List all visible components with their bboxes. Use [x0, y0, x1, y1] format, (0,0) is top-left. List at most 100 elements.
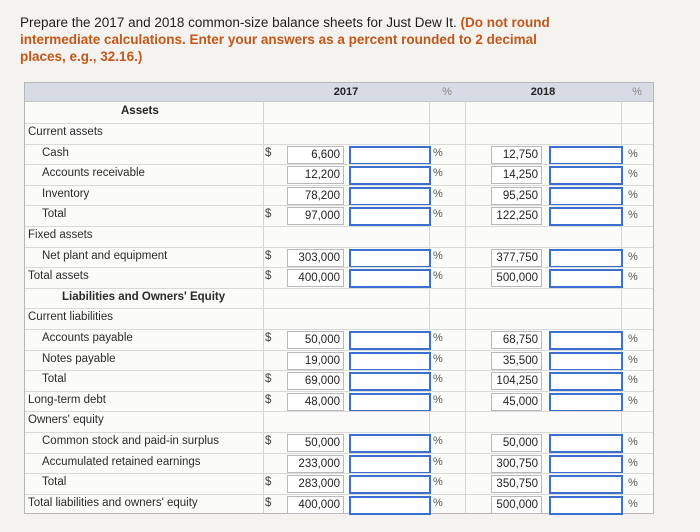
- percent-input-2018[interactable]: [549, 392, 623, 412]
- value-2018: 12,750: [491, 145, 542, 164]
- value-2018: 50,000: [491, 434, 542, 452]
- percent-sign: %: [433, 208, 443, 221]
- percent-sign: %: [433, 332, 443, 344]
- row-label: Long-term debt: [28, 393, 106, 406]
- table-row: Current liabilities: [25, 308, 653, 329]
- percent-sign: %: [628, 497, 638, 510]
- percent-input-2017[interactable]: [349, 495, 431, 515]
- percent-sign: %: [628, 394, 638, 407]
- percent-input-2017[interactable]: [349, 186, 431, 206]
- percent-input-2018[interactable]: [549, 269, 623, 289]
- value-2018: 500,000: [491, 495, 542, 514]
- column-divider: [465, 101, 466, 513]
- percent-input-2018[interactable]: [549, 166, 623, 186]
- assets-title: Assets: [121, 105, 159, 117]
- value-2018: 104,250: [491, 372, 542, 391]
- percent-input-2018[interactable]: [549, 351, 623, 371]
- value-2017: 50,000: [287, 331, 344, 349]
- value-2017: 12,200: [287, 166, 344, 185]
- dollar-sign: $: [265, 435, 272, 447]
- percent-sign: %: [628, 353, 638, 366]
- row-label: Owners' equity: [28, 414, 104, 427]
- percent-sign: %: [433, 270, 443, 283]
- value-2018: 300,750: [491, 454, 542, 473]
- table-row: Total $69,000% 104,250%: [25, 370, 653, 392]
- percent-input-2018[interactable]: [549, 434, 623, 453]
- table-row: Current assets: [25, 123, 653, 144]
- value-2018: 45,000: [491, 392, 542, 411]
- row-label: Current assets: [28, 126, 103, 138]
- percent-input-2018[interactable]: [549, 145, 623, 165]
- row-label: Total liabilities and owners' equity: [28, 496, 198, 509]
- dollar-sign: $: [265, 146, 272, 159]
- dollar-sign: $: [265, 373, 272, 386]
- value-2017: 48,000: [287, 392, 344, 411]
- percent-sign: %: [433, 167, 443, 180]
- table-row: Accounts payable $50,000% 68,750%: [25, 329, 653, 350]
- percent-input-2017[interactable]: [349, 475, 431, 495]
- dollar-sign: $: [265, 476, 272, 489]
- value-2017: 69,000: [287, 372, 344, 391]
- dollar-sign: $: [265, 208, 272, 221]
- value-2017: 78,200: [287, 186, 344, 205]
- value-2017: 97,000: [287, 207, 344, 226]
- percent-sign: %: [628, 168, 638, 181]
- percent-input-2018[interactable]: [549, 207, 623, 227]
- percent-input-2017[interactable]: [349, 145, 431, 165]
- dollar-sign: $: [265, 249, 272, 262]
- percent-input-2018[interactable]: [549, 495, 623, 515]
- percent-input-2017[interactable]: [349, 454, 431, 474]
- value-2017: 283,000: [287, 475, 344, 494]
- value-2018: 122,250: [491, 207, 542, 226]
- row-label: Accumulated retained earnings: [42, 455, 201, 468]
- prompt-hint: (Do not round intermediate calculations.…: [20, 15, 550, 64]
- row-label: Fixed assets: [28, 229, 93, 241]
- row-label: Current liabilities: [28, 311, 114, 324]
- percent-sign: %: [628, 250, 638, 263]
- percent-sign: %: [433, 373, 443, 386]
- value-2018: 95,250: [491, 186, 542, 205]
- table-row: Common stock and paid-in surplus $50,000%…: [25, 432, 653, 453]
- header-2017: 2017: [263, 83, 430, 102]
- percent-input-2017[interactable]: [349, 269, 431, 289]
- percent-input-2017[interactable]: [349, 434, 431, 453]
- value-2017: 19,000: [287, 351, 344, 370]
- percent-sign: %: [433, 146, 443, 159]
- percent-sign: %: [628, 456, 638, 469]
- dollar-sign: $: [265, 270, 272, 283]
- row-label: Net plant and equipment: [42, 249, 168, 262]
- percent-input-2017[interactable]: [349, 351, 431, 371]
- percent-input-2017[interactable]: [349, 248, 431, 268]
- percent-input-2018[interactable]: [549, 248, 623, 268]
- table-row: Liabilities and Owners' Equity: [25, 287, 653, 309]
- value-2018: 377,750: [491, 248, 542, 267]
- prompt-text: Prepare the 2017 and 2018 common-size ba…: [20, 15, 457, 30]
- percent-input-2017[interactable]: [349, 331, 431, 350]
- table-row: Total liabilities and owners' equity $400…: [25, 493, 653, 515]
- value-2018: 68,750: [491, 331, 542, 349]
- row-label: Total assets: [28, 270, 89, 283]
- dollar-sign: $: [265, 393, 272, 406]
- percent-sign: %: [628, 188, 638, 201]
- table-row: Total $283,000% 350,750%: [25, 473, 653, 495]
- percent-sign: %: [628, 333, 638, 345]
- percent-sign: %: [628, 374, 638, 387]
- table-row: Long-term debt $48,000% 45,000%: [25, 390, 653, 412]
- percent-input-2018[interactable]: [549, 372, 623, 392]
- header-pct-2017: %: [429, 83, 466, 102]
- percent-sign: %: [628, 271, 638, 284]
- percent-input-2018[interactable]: [549, 475, 623, 495]
- percent-input-2018[interactable]: [549, 331, 623, 350]
- percent-input-2017[interactable]: [349, 166, 431, 186]
- row-label: Liabilities and Owners' Equity: [62, 290, 226, 303]
- percent-input-2018[interactable]: [549, 186, 623, 206]
- percent-sign: %: [433, 393, 443, 406]
- percent-input-2017[interactable]: [349, 207, 431, 227]
- value-2017: 400,000: [287, 269, 344, 288]
- percent-input-2017[interactable]: [349, 372, 431, 392]
- table-row: Fixed assets: [25, 226, 653, 247]
- percent-sign: %: [433, 496, 443, 509]
- percent-sign: %: [433, 249, 443, 262]
- percent-input-2018[interactable]: [549, 454, 623, 474]
- percent-input-2017[interactable]: [349, 392, 431, 412]
